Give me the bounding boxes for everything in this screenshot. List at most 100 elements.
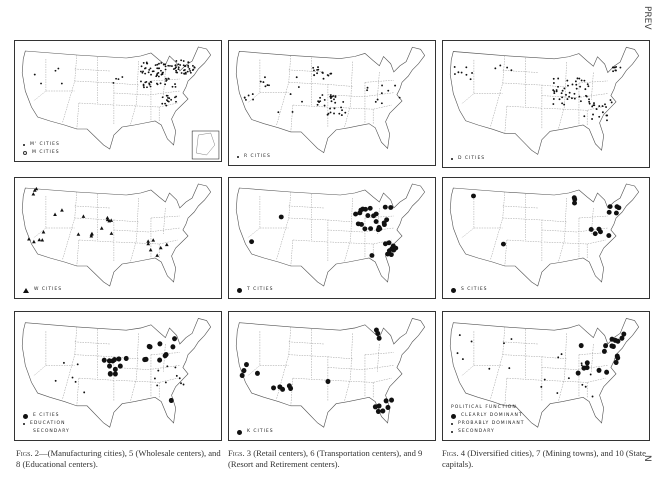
city-marker [330,95,333,98]
city-marker [278,214,284,220]
city-marker [40,82,42,85]
legend-item: D cities [451,155,485,163]
caption-fig-label: Figs. [442,448,459,458]
city-marker [116,356,122,362]
city-marker [74,380,77,383]
city-marker [556,392,559,394]
city-marker [159,82,162,85]
city-marker [588,100,591,103]
city-marker [123,355,129,362]
map-legend: S cities [451,286,488,294]
city-marker [165,79,168,81]
city-marker [573,92,576,95]
map-retail-centers: R cities [228,40,436,166]
city-marker [555,90,558,93]
city-marker [619,66,622,69]
city-marker [147,71,150,74]
city-marker [398,96,401,99]
city-marker [362,226,368,232]
city-marker [333,112,335,115]
large-dot-icon [237,287,242,293]
city-marker [164,242,169,247]
city-marker [149,80,152,83]
city-marker [357,210,363,216]
city-marker [177,68,180,71]
city-marker [162,63,165,66]
city-marker [160,62,163,64]
city-marker [262,81,265,84]
city-marker [393,245,399,251]
city-marker [157,71,160,74]
city-marker [469,78,472,81]
city-marker [182,383,185,386]
city-marker [76,232,81,236]
city-marker [571,83,574,86]
us-outline [235,183,426,287]
small-dot-icon [451,431,453,433]
caption-fig-label: Figs. [228,448,245,458]
map-mining-towns: S cities [442,177,650,299]
legend-label: Secondary [458,429,495,434]
city-marker [578,342,584,349]
map-wholesale-centers: W cities [14,177,222,299]
us-outline [21,46,212,150]
city-marker [604,103,606,106]
legend-item: Probably dominant [451,420,525,428]
city-marker [386,248,392,254]
legend-item: W cities [23,286,62,294]
prev-page-link[interactable]: PREV [642,6,652,30]
city-marker [140,65,143,68]
legend-label: E cities [33,413,60,418]
city-marker [615,355,621,361]
city-marker [156,384,159,387]
city-marker [621,331,627,337]
city-marker [188,68,191,70]
city-marker [139,70,142,73]
city-marker [380,102,383,105]
city-marker [149,85,152,88]
city-marker [249,239,255,245]
city-marker [169,64,171,67]
city-marker [149,67,152,70]
city-marker [613,210,619,216]
city-marker [384,217,390,223]
city-marker [144,67,147,69]
city-marker [144,81,147,84]
state-boundaries [33,191,180,267]
city-marker [613,359,619,365]
city-marker [76,363,79,366]
city-marker [143,356,149,362]
map-state-capitals: Political function Clearly dominant Probab… [442,311,650,441]
city-marker [543,378,546,381]
city-marker [592,113,594,116]
caption-text: 2—(Manufacturing cities), 5 (Wholesale c… [16,448,221,469]
city-marker [366,86,369,89]
state-boundaries [461,191,608,267]
small-dot-icon [451,158,453,160]
city-marker [332,95,335,97]
city-marker [41,230,46,234]
city-marker [598,105,601,108]
city-marker [376,403,382,409]
city-marker [167,77,170,80]
city-marker [470,340,473,343]
legend-label: W cities [34,287,63,292]
caption-column-3: Figs. 4 (Diversified cities), 7 (Mining … [442,448,652,470]
city-marker [612,70,615,73]
city-marker [382,204,388,210]
city-marker [180,382,182,385]
city-marker [366,89,369,92]
small-dot-icon [23,423,25,425]
city-marker [494,67,497,70]
city-marker [271,385,277,391]
city-marker [458,334,461,337]
city-marker [241,368,247,374]
city-marker [329,107,331,110]
city-marker [157,341,163,347]
city-marker [465,73,468,76]
legend-label: T cities [247,287,274,292]
city-marker [552,89,555,92]
city-marker [313,69,315,72]
city-marker [580,364,583,367]
city-marker [244,98,247,101]
